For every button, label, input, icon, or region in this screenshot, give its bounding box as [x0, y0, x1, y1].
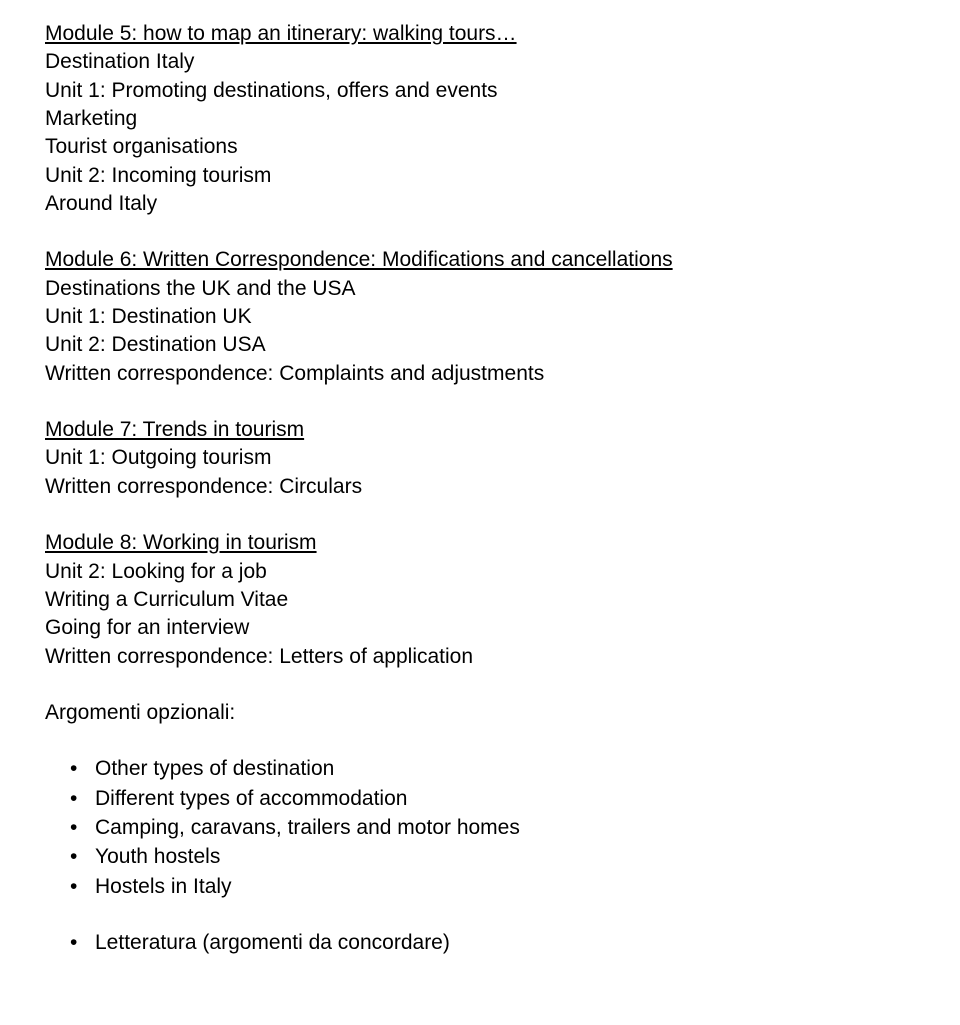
optional-heading-block: Argomenti opzionali:	[45, 699, 900, 727]
module-6-line: Destinations the UK and the USA	[45, 275, 900, 303]
module-5-line: Unit 1: Promoting destinations, offers a…	[45, 77, 900, 105]
module-8-title: Module 8: Working in tourism	[45, 529, 900, 557]
list-item: Other types of destination	[45, 755, 900, 783]
document-page: Module 5: how to map an itinerary: walki…	[0, 0, 960, 1025]
module-7-line: Written correspondence: Circulars	[45, 473, 900, 501]
module-7-block: Module 7: Trends in tourism Unit 1: Outg…	[45, 416, 900, 501]
module-7-line: Unit 1: Outgoing tourism	[45, 444, 900, 472]
module-5-line: Unit 2: Incoming tourism	[45, 162, 900, 190]
list-item: Hostels in Italy	[45, 873, 900, 901]
module-5-line: Around Italy	[45, 190, 900, 218]
module-6-title: Module 6: Written Correspondence: Modifi…	[45, 246, 900, 274]
optional-heading: Argomenti opzionali:	[45, 699, 900, 727]
module-8-line: Going for an interview	[45, 614, 900, 642]
module-8-line: Writing a Curriculum Vitae	[45, 586, 900, 614]
module-6-block: Module 6: Written Correspondence: Modifi…	[45, 246, 900, 388]
module-6-line: Unit 2: Destination USA	[45, 331, 900, 359]
list-item: Different types of accommodation	[45, 785, 900, 813]
module-5-line: Tourist organisations	[45, 133, 900, 161]
list-item: Letteratura (argomenti da concordare)	[45, 929, 900, 957]
module-5-line: Destination Italy	[45, 48, 900, 76]
module-7-title: Module 7: Trends in tourism	[45, 416, 900, 444]
module-6-line: Written correspondence: Complaints and a…	[45, 360, 900, 388]
list-item: Youth hostels	[45, 843, 900, 871]
module-5-line: Marketing	[45, 105, 900, 133]
optional-items-list: Other types of destination Different typ…	[45, 755, 900, 901]
list-item: Camping, caravans, trailers and motor ho…	[45, 814, 900, 842]
module-5-block: Module 5: how to map an itinerary: walki…	[45, 20, 900, 218]
module-8-block: Module 8: Working in tourism Unit 2: Loo…	[45, 529, 900, 671]
module-8-line: Unit 2: Looking for a job	[45, 558, 900, 586]
module-8-line: Written correspondence: Letters of appli…	[45, 643, 900, 671]
module-5-title: Module 5: how to map an itinerary: walki…	[45, 20, 900, 48]
final-list: Letteratura (argomenti da concordare)	[45, 929, 900, 957]
module-6-line: Unit 1: Destination UK	[45, 303, 900, 331]
